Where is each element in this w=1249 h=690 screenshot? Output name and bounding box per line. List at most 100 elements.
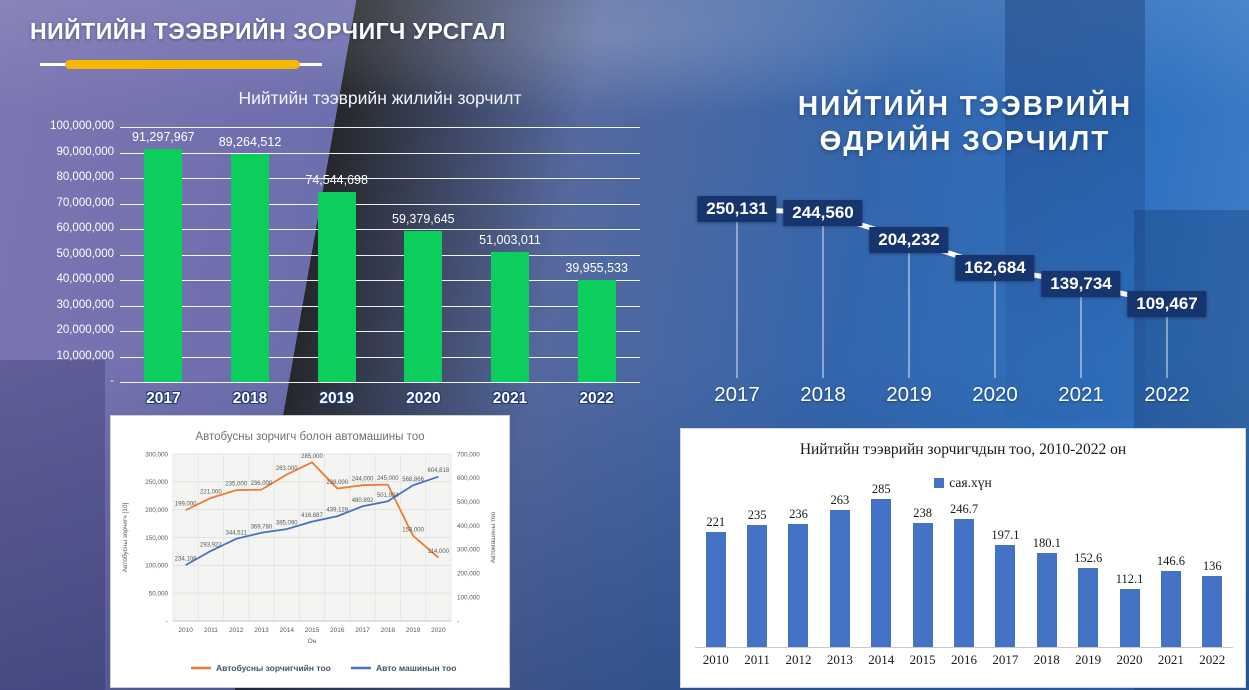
bar-value-label: 246.7: [949, 501, 979, 516]
bar: [1202, 576, 1223, 647]
x-tick-label: 2019: [1075, 652, 1102, 667]
x-tick-label: 2021: [1058, 383, 1104, 406]
data-label: 369,780: [251, 524, 273, 530]
data-label: 501,934: [377, 493, 399, 499]
data-label: 439,129: [326, 508, 348, 514]
grid-line: [120, 382, 640, 383]
y-tick-label: 20,000,000: [56, 324, 114, 336]
annual-chart-title: Нийтийн тээврийн жилийн зорчилт: [238, 88, 522, 108]
y-right-tick-label: 400,000: [457, 523, 480, 530]
y-left-tick-label: -: [166, 618, 168, 625]
data-label: 263,000: [276, 466, 298, 472]
data-label: 234,108: [175, 557, 197, 563]
annual-chart-plot: 91,297,967 2017 89,264,512 2018 74,544,698 20…: [120, 127, 640, 407]
x-tick-label: 2020: [1116, 652, 1143, 667]
x-tick-label: 2017: [714, 383, 760, 406]
data-label: 245,000: [377, 476, 399, 482]
x-tick-label: 2012: [229, 627, 244, 634]
x-axis-title: Он: [308, 638, 317, 645]
x-tick-label: 2021: [492, 390, 528, 407]
bar: [231, 154, 269, 382]
bar: [871, 499, 892, 647]
y-left-tick-label: 300,000: [145, 451, 168, 458]
y-tick-label: 40,000,000: [56, 273, 114, 285]
x-tick-label: 2010: [178, 627, 193, 634]
legend-label: сая.хүн: [949, 475, 992, 490]
bar-value-label: 112.1: [1115, 571, 1144, 586]
bar-value-label: 235: [747, 507, 767, 522]
x-tick-label: 2020: [406, 390, 441, 407]
daily-chart-title: НИЙТИЙН ТЭЭВРИЙН ӨДРИЙН ЗОРЧИЛТ: [680, 88, 1249, 158]
x-tick-label: 2016: [951, 652, 977, 667]
bar: [404, 230, 443, 382]
bar: [144, 149, 183, 382]
x-tick-label: 2022: [579, 390, 614, 407]
data-label: 416,687: [301, 513, 323, 519]
y-left-tick-label: 250,000: [145, 479, 168, 486]
data-label: 153,000: [402, 527, 424, 533]
data-label: 199,000: [175, 502, 197, 508]
data-label: 238,000: [326, 480, 348, 486]
y-tick-label: 80,000,000: [56, 171, 114, 183]
daily-chart-title-line2: ӨДРИЙН ЗОРЧИЛТ: [819, 125, 1111, 156]
background-tower: [1005, 0, 1145, 420]
y-right-tick-label: 600,000: [457, 475, 480, 482]
grid-line: [120, 229, 640, 230]
data-label: 236,000: [251, 481, 273, 487]
bar-value-label: 221: [706, 515, 726, 530]
bar-value-label: 59,379,645: [392, 211, 455, 226]
bar-value-label: 39,955,533: [565, 261, 628, 276]
y-right-tick-label: 200,000: [457, 571, 480, 578]
bar: [995, 544, 1016, 647]
x-tick-label: 2018: [381, 627, 396, 634]
data-label: 221,000: [200, 489, 222, 495]
y-right-tick-label: 700,000: [457, 451, 480, 458]
bar: [829, 510, 850, 647]
x-tick-label: 2018: [232, 390, 268, 407]
x-tick-label: 2015: [909, 652, 936, 667]
y-left-axis-title: Автобусны зорчигч [10]: [121, 502, 129, 572]
y-left-tick-label: 150,000: [145, 535, 168, 542]
bar: [912, 523, 933, 647]
data-label: 293,922: [200, 542, 222, 548]
data-label: 568,866: [402, 477, 424, 483]
x-tick-label: 2019: [319, 390, 354, 407]
x-tick-label: 2017: [992, 652, 1019, 667]
x-tick-label: 2020: [972, 383, 1018, 406]
y-right-tick-label: -: [457, 618, 459, 625]
x-tick-label: 2013: [826, 652, 853, 667]
passengers-chart-card: Нийтийн тээврийн зорчигчдын тоо, 2010-20…: [680, 428, 1246, 688]
data-label: 385,090: [276, 521, 298, 527]
bar: [1119, 588, 1140, 647]
y-tick-label: 50,000,000: [56, 247, 114, 260]
y-tick-label: 90,000,000: [56, 145, 114, 158]
background-building-left: [0, 360, 105, 690]
daily-chart-title-line1: НИЙТИЙН ТЭЭВРИЙН: [797, 90, 1133, 121]
daily-chart-plot: 250,131 2017 244,560 2018 204,232 2019 162,684…: [680, 80, 1249, 415]
data-point-label-box: 139,734: [1041, 270, 1121, 297]
data-point-label-box: 162,684: [955, 255, 1035, 282]
bar: [954, 518, 974, 647]
bar-value-label: 285: [871, 482, 891, 496]
grid-line: [120, 152, 640, 154]
data-label: 235,000: [225, 482, 247, 488]
x-tick-label: 2014: [868, 652, 895, 667]
data-label: 480,892: [352, 498, 374, 504]
y-left-tick-label: 100,000: [145, 563, 168, 570]
y-right-tick-label: 500,000: [457, 499, 480, 506]
bar: [317, 191, 356, 382]
passengers-chart-plot: 221 2010 235 2011 236 2012 263 2013 285 2014 238 20…: [695, 482, 1233, 667]
x-tick-label: 2020: [431, 627, 446, 634]
bar: [1036, 553, 1057, 647]
legend-swatch: [934, 478, 945, 488]
grid-line: [120, 127, 640, 128]
bar-value-label: 51,003,011: [479, 232, 541, 247]
x-tick-label: 2017: [146, 390, 181, 407]
legend-label: Автобусны зорчигчийн тоо: [216, 663, 331, 673]
y-left-tick-label: 200,000: [145, 507, 168, 514]
daily-line-svg: [734, 206, 1170, 378]
y-right-tick-label: 100,000: [457, 594, 480, 601]
page-title: НИЙТИЙН ТЭЭВРИЙН ЗОРЧИГЧ УРСГАЛ: [30, 18, 506, 44]
x-tick-label: 2012: [785, 652, 812, 667]
